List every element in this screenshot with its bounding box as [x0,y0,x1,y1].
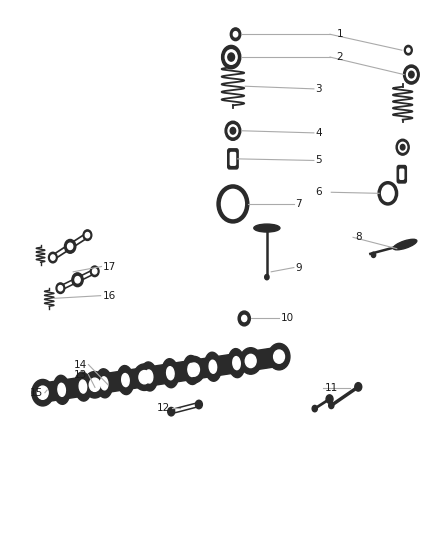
Circle shape [396,139,409,155]
Ellipse shape [205,352,221,381]
Text: 5: 5 [316,156,322,165]
Text: 9: 9 [296,263,302,272]
Ellipse shape [228,349,245,378]
Circle shape [404,45,412,55]
Circle shape [245,354,256,368]
Circle shape [49,252,57,263]
Circle shape [90,266,99,277]
Circle shape [240,348,261,374]
Ellipse shape [254,224,280,232]
Circle shape [32,379,53,406]
Circle shape [230,127,236,134]
Circle shape [400,144,405,150]
Circle shape [85,232,90,238]
Circle shape [183,357,205,383]
Circle shape [371,252,376,257]
Circle shape [83,230,92,240]
Circle shape [406,48,410,52]
Circle shape [406,69,416,80]
Circle shape [75,277,80,283]
Circle shape [67,243,73,249]
Ellipse shape [145,370,153,383]
Text: 17: 17 [103,262,117,271]
Circle shape [409,71,414,78]
Ellipse shape [79,380,87,393]
Text: 14: 14 [74,360,87,369]
Circle shape [84,372,106,398]
FancyBboxPatch shape [230,152,236,165]
Circle shape [228,125,238,136]
Ellipse shape [166,367,174,379]
Ellipse shape [96,369,113,398]
Ellipse shape [53,375,70,405]
Ellipse shape [117,366,134,394]
Text: 4: 4 [316,128,322,138]
FancyBboxPatch shape [400,169,404,179]
Circle shape [328,402,334,409]
Ellipse shape [162,359,179,387]
Text: 10: 10 [281,313,294,324]
Circle shape [228,53,234,61]
Circle shape [64,239,76,253]
Circle shape [265,274,269,280]
Circle shape [268,343,290,370]
Circle shape [355,383,362,391]
Circle shape [89,378,100,391]
Circle shape [188,363,199,376]
Circle shape [242,316,247,321]
Circle shape [222,45,241,69]
Ellipse shape [233,357,240,370]
Text: 11: 11 [324,383,338,393]
Circle shape [230,28,241,41]
Circle shape [225,50,237,64]
Text: 12: 12 [157,403,170,413]
Ellipse shape [393,239,417,250]
Text: 8: 8 [355,232,361,243]
Circle shape [58,286,63,291]
Text: 7: 7 [295,199,302,209]
Circle shape [72,273,83,287]
Text: 2: 2 [336,52,343,62]
Circle shape [274,350,285,364]
Circle shape [139,370,150,384]
Ellipse shape [58,383,65,397]
Text: 6: 6 [316,187,322,197]
Circle shape [233,31,238,37]
Circle shape [51,255,55,260]
Circle shape [195,400,202,409]
FancyBboxPatch shape [397,165,406,183]
Circle shape [56,283,65,294]
Ellipse shape [183,356,200,384]
Circle shape [312,406,318,412]
FancyBboxPatch shape [228,149,238,169]
Ellipse shape [188,364,195,376]
Text: 1: 1 [336,29,343,39]
Circle shape [134,364,155,391]
Text: 3: 3 [316,84,322,94]
Ellipse shape [74,372,91,401]
Text: 16: 16 [102,290,116,301]
Polygon shape [42,347,280,402]
Circle shape [168,407,175,416]
Circle shape [326,395,333,403]
Circle shape [399,142,407,152]
Circle shape [225,121,241,140]
Ellipse shape [141,362,157,391]
Text: 15: 15 [29,387,43,398]
Circle shape [37,386,48,399]
Circle shape [403,65,419,84]
Circle shape [92,269,97,274]
Text: 13: 13 [74,370,87,379]
Ellipse shape [100,377,108,390]
Circle shape [238,311,251,326]
Ellipse shape [122,374,129,386]
Ellipse shape [209,360,217,373]
